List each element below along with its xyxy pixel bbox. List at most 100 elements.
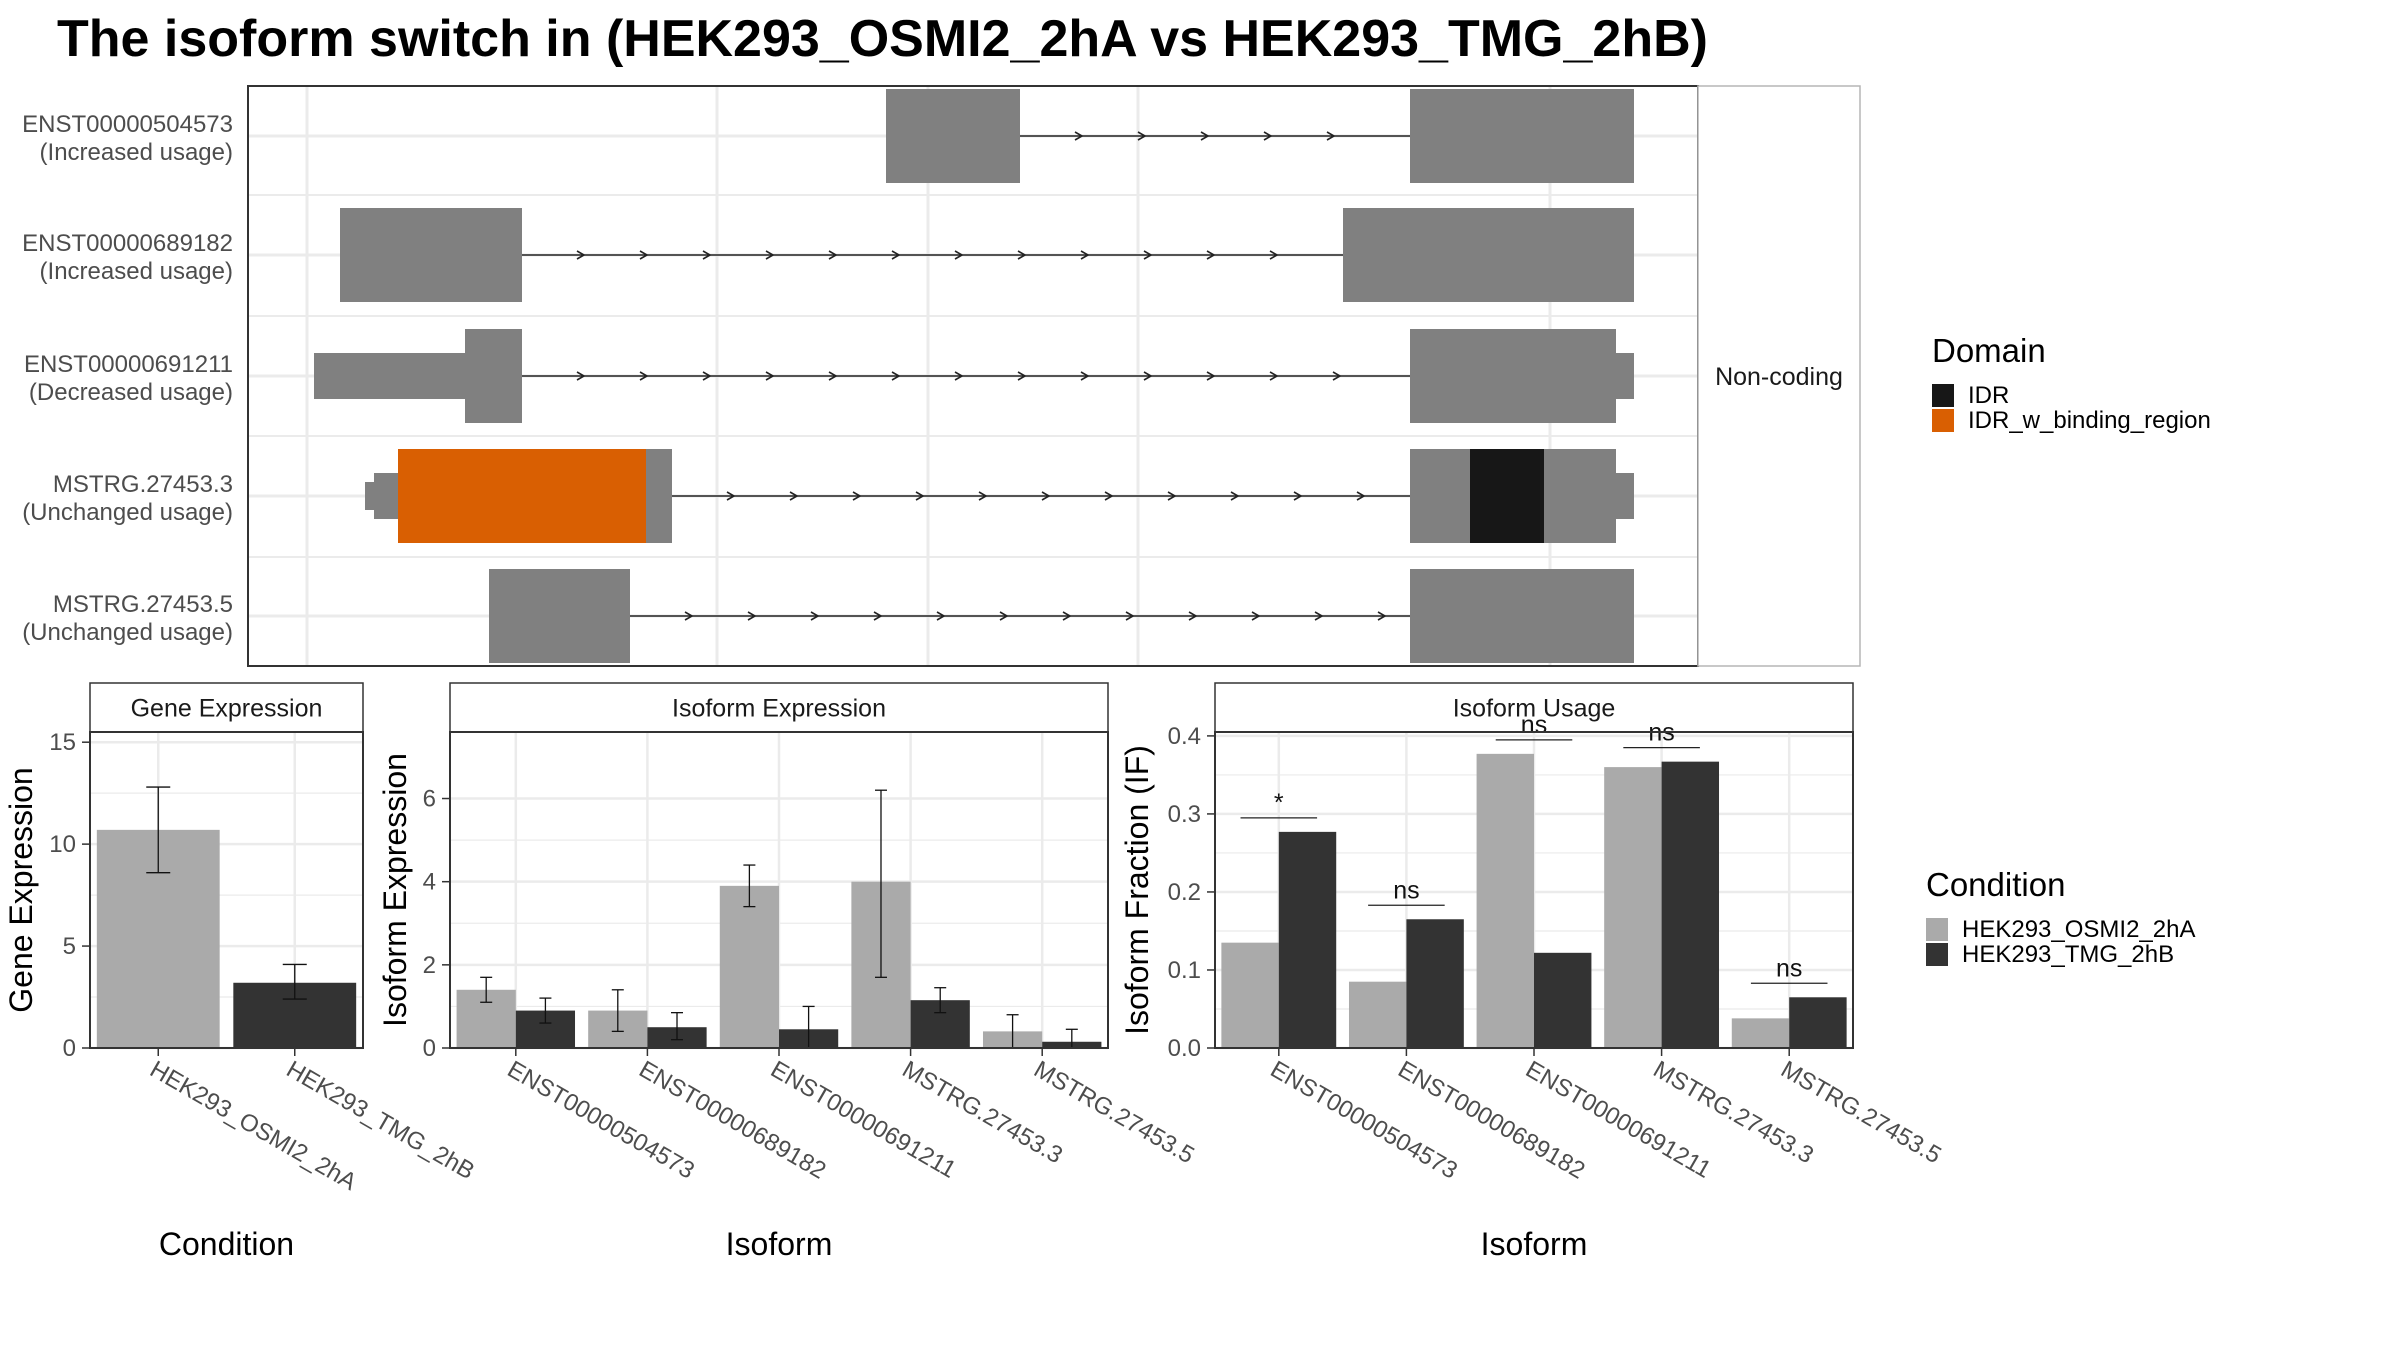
legend-swatch <box>1932 384 1954 407</box>
bar <box>1789 997 1847 1048</box>
strand-arrow <box>1314 611 1324 621</box>
strand-arrow <box>936 611 946 621</box>
transcript-status-label: (Unchanged usage) <box>22 499 233 526</box>
transcript-status-label: (Unchanged usage) <box>22 619 233 646</box>
bar <box>1604 767 1662 1048</box>
x-axis-title: Isoform <box>726 1226 833 1262</box>
exon-block <box>374 473 398 519</box>
strand-arrow <box>954 371 964 381</box>
exon-block <box>1616 353 1634 399</box>
strand-arrow <box>1251 611 1261 621</box>
strand-arrow <box>1137 131 1147 141</box>
strand-arrow <box>765 371 775 381</box>
bar <box>1278 831 1337 1048</box>
strand-arrow <box>873 611 883 621</box>
y-tick-label: 0.4 <box>1168 723 1201 750</box>
strand-arrow <box>954 250 964 260</box>
x-axis-title: Condition <box>159 1226 294 1262</box>
strand-arrow <box>747 611 757 621</box>
y-tick-label: 0.3 <box>1168 801 1201 828</box>
strand-arrow <box>1041 491 1051 501</box>
y-tick-label: 5 <box>63 933 76 960</box>
exon-block <box>1616 473 1634 519</box>
significance-label: * <box>1274 789 1284 817</box>
strand-arrow <box>828 250 838 260</box>
transcript-id-label: ENST00000689182 <box>22 230 233 257</box>
strand-arrow <box>852 491 862 501</box>
y-tick-label: 15 <box>49 729 76 756</box>
bar <box>1534 952 1592 1048</box>
strand-arrow <box>726 491 736 501</box>
exon-block <box>886 89 1020 183</box>
strand-arrow <box>1143 371 1153 381</box>
strand-arrow <box>1326 131 1336 141</box>
strand-arrow <box>1269 250 1279 260</box>
strand-arrow <box>1230 491 1240 501</box>
strand-arrow <box>1143 250 1153 260</box>
exon-block <box>489 569 630 663</box>
strand-arrow <box>999 611 1009 621</box>
exon-block <box>1410 569 1634 663</box>
exon-block <box>1343 208 1634 302</box>
y-axis-title: Isoform Expression <box>377 753 413 1027</box>
strand-arrow <box>702 371 712 381</box>
strand-arrow <box>1332 371 1342 381</box>
legend-title: Domain <box>1932 332 2046 369</box>
transcript-status-label: (Decreased usage) <box>29 379 233 406</box>
legend-swatch <box>1926 943 1948 966</box>
strand-arrow <box>1293 491 1303 501</box>
y-axis-title: Isoform Fraction (IF) <box>1119 745 1155 1035</box>
transcript-id-label: MSTRG.27453.5 <box>53 591 233 618</box>
transcript-status-label: (Increased usage) <box>40 139 233 166</box>
strand-arrow <box>639 371 649 381</box>
exon-block <box>1410 449 1470 543</box>
strand-arrow <box>702 250 712 260</box>
strand-arrow <box>1017 371 1027 381</box>
exon-block <box>465 329 522 423</box>
strand-arrow <box>1269 371 1279 381</box>
significance-label: ns <box>1393 876 1419 904</box>
strand-arrow <box>1206 250 1216 260</box>
y-tick-label: 0.1 <box>1168 957 1201 984</box>
y-axis-title: Gene Expression <box>3 767 39 1012</box>
strand-arrow <box>828 371 838 381</box>
strand-arrow <box>576 250 586 260</box>
strand-arrow <box>789 491 799 501</box>
strand-arrow <box>639 250 649 260</box>
strand-arrow <box>1062 611 1072 621</box>
x-axis-title: Isoform <box>1481 1226 1588 1262</box>
legend-title: Condition <box>1926 866 2065 903</box>
bar <box>1476 753 1534 1048</box>
strand-arrow <box>1200 131 1210 141</box>
bar <box>1406 919 1464 1048</box>
strand-arrow <box>891 371 901 381</box>
exon-block <box>646 449 672 543</box>
transcript-id-label: ENST00000691211 <box>24 351 233 378</box>
bar <box>719 885 779 1048</box>
y-tick-label: 2 <box>423 952 436 979</box>
strand-arrow <box>1074 131 1084 141</box>
legend-label: IDR_w_binding_region <box>1968 407 2211 434</box>
facet-strip-title: Isoform Expression <box>672 695 886 723</box>
strand-arrow <box>891 250 901 260</box>
strand-arrow <box>1188 611 1198 621</box>
y-tick-label: 0 <box>63 1035 76 1062</box>
facet-strip <box>1214 682 1854 733</box>
bar <box>1348 981 1407 1048</box>
exon-block <box>1410 89 1634 183</box>
transcript-id-label: ENST00000504573 <box>22 111 233 138</box>
transcript-status-label: (Increased usage) <box>40 258 233 285</box>
facet-strip-label: Non-coding <box>1715 363 1843 391</box>
y-tick-label: 6 <box>423 786 436 813</box>
y-tick-label: 0 <box>423 1035 436 1062</box>
facet-strip <box>89 682 364 733</box>
strand-arrow <box>978 491 988 501</box>
strand-arrow <box>1167 491 1177 501</box>
legend-swatch <box>1926 918 1948 941</box>
strand-arrow <box>1356 491 1366 501</box>
strand-arrow <box>1080 250 1090 260</box>
